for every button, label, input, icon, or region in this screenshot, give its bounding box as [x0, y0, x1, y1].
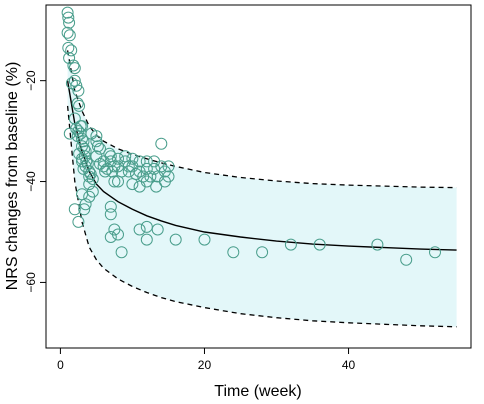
data-point	[83, 190, 96, 203]
y-axis: −20 −40 −60	[24, 70, 46, 293]
data-point	[79, 198, 92, 211]
data-point	[198, 233, 211, 246]
data-point	[284, 238, 297, 251]
upper-interval-line	[66, 50, 457, 189]
data-point	[91, 140, 104, 153]
data-point	[72, 84, 85, 97]
data-point	[65, 44, 78, 57]
x-tick-label: 0	[57, 358, 64, 372]
data-point	[151, 223, 164, 236]
data-point	[62, 11, 75, 24]
data-point	[155, 137, 168, 150]
data-point	[90, 135, 103, 148]
data-point	[400, 253, 413, 266]
data-point	[162, 170, 175, 183]
data-point	[63, 16, 76, 29]
observed-points	[61, 6, 441, 266]
data-point	[63, 127, 76, 140]
y-axis-title: NRS changes from baseline (%)	[4, 62, 21, 291]
plot-frame	[45, 4, 472, 349]
data-point	[112, 175, 124, 188]
data-point	[68, 112, 81, 125]
x-axis-title: Time (week)	[214, 383, 301, 400]
data-point	[71, 97, 84, 110]
data-point	[72, 215, 85, 228]
data-point	[140, 162, 153, 175]
data-point	[313, 238, 326, 251]
data-point	[133, 155, 146, 168]
data-point	[122, 160, 135, 173]
data-point	[140, 233, 153, 246]
data-point	[83, 178, 96, 191]
data-point	[112, 152, 124, 165]
data-point	[371, 238, 384, 251]
data-point	[104, 200, 117, 213]
data-point	[61, 26, 74, 39]
data-point	[62, 41, 75, 54]
data-point	[126, 178, 139, 191]
data-point	[68, 203, 81, 216]
data-point	[67, 59, 80, 72]
data-point	[126, 152, 139, 165]
data-point	[112, 228, 124, 241]
data-point	[78, 203, 91, 216]
data-point	[83, 165, 96, 178]
x-axis: 0 20 40	[57, 348, 356, 372]
data-point	[140, 155, 153, 168]
y-tick-label: −20	[24, 70, 38, 91]
data-point	[104, 231, 117, 243]
y-tick-label: −60	[24, 272, 38, 293]
data-point	[115, 246, 128, 259]
data-point	[90, 130, 103, 143]
data-point	[256, 246, 269, 259]
data-point	[61, 6, 74, 19]
data-point	[83, 170, 96, 183]
x-tick-label: 20	[198, 358, 212, 372]
data-point	[70, 79, 83, 92]
prediction-interval-band	[67, 50, 457, 327]
data-point	[63, 52, 76, 64]
x-tick-label: 40	[342, 358, 356, 372]
lower-interval-line	[66, 105, 457, 328]
data-point	[63, 29, 76, 42]
data-point	[84, 168, 97, 180]
data-point	[94, 142, 106, 155]
data-point	[162, 160, 175, 173]
y-tick-label: −40	[24, 171, 38, 192]
data-point	[227, 246, 240, 259]
data-point	[150, 180, 163, 193]
data-point	[133, 223, 146, 236]
data-point	[169, 233, 182, 246]
data-point	[140, 175, 153, 188]
data-point	[104, 208, 117, 221]
data-point	[99, 165, 112, 178]
data-point	[68, 62, 81, 75]
data-point	[108, 175, 121, 188]
data-point	[73, 99, 86, 112]
data-point	[72, 125, 85, 138]
data-point	[429, 246, 441, 259]
